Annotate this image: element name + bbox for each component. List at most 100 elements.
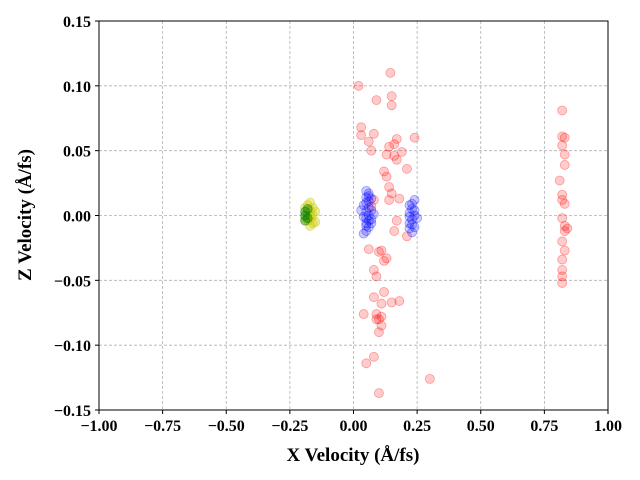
- data-point: [358, 228, 369, 239]
- data-point: [404, 208, 415, 218]
- data-point: [412, 213, 423, 223]
- data-point: [386, 91, 397, 102]
- data-point: [371, 309, 382, 319]
- data-point: [389, 150, 400, 161]
- x-tick-label: 0.75: [530, 418, 558, 435]
- data-point: [363, 136, 374, 147]
- y-tick-label: 0.10: [63, 79, 91, 96]
- series-3: [300, 204, 313, 226]
- data-point: [358, 309, 369, 319]
- data-point: [407, 214, 417, 225]
- x-tick-label: 0.25: [403, 418, 431, 435]
- data-point: [376, 320, 387, 331]
- x-tick-label: 0.00: [340, 418, 368, 435]
- data-point: [358, 211, 369, 222]
- x-axis-label: X Velocity (Å/fs): [287, 445, 420, 466]
- data-point: [310, 206, 321, 217]
- data-point: [363, 222, 374, 233]
- data-point: [356, 122, 367, 133]
- series-1: [356, 185, 423, 239]
- data-point: [409, 210, 420, 221]
- data-point: [381, 149, 392, 160]
- data-point: [404, 218, 415, 229]
- data-point: [557, 254, 568, 265]
- data-point: [562, 223, 573, 234]
- data-point: [379, 166, 389, 177]
- data-point: [407, 204, 417, 214]
- data-point: [409, 222, 420, 233]
- data-point: [407, 198, 417, 209]
- data-point: [366, 205, 377, 216]
- data-point: [391, 215, 402, 226]
- data-point: [368, 195, 379, 205]
- data-point: [396, 147, 407, 157]
- data-point: [361, 206, 372, 217]
- data-point: [361, 218, 372, 229]
- data-point: [302, 204, 313, 214]
- data-point: [374, 314, 384, 325]
- data-point: [305, 220, 316, 231]
- data-point: [409, 195, 420, 205]
- y-tick-label: 0.15: [63, 14, 91, 31]
- data-point: [424, 373, 435, 384]
- data-point: [371, 95, 382, 105]
- data-point: [356, 205, 367, 216]
- data-point: [557, 189, 568, 200]
- data-point: [557, 265, 568, 275]
- data-point: [384, 141, 395, 152]
- data-point: [557, 195, 568, 205]
- data-point: [379, 255, 389, 266]
- data-point: [559, 198, 570, 209]
- data-point: [374, 388, 384, 399]
- data-point: [389, 226, 400, 236]
- data-point: [376, 245, 387, 256]
- data-point: [363, 188, 374, 199]
- data-point: [376, 311, 387, 322]
- x-tick-label: −0.50: [208, 418, 245, 435]
- axis-ticks: −1.00 −0.75 −0.50 −0.25 0.00 0.25 0.50 0.75 1.00…: [54, 14, 622, 435]
- data-point: [374, 327, 384, 338]
- data-point: [559, 245, 570, 256]
- data-point: [366, 218, 377, 229]
- x-tick-label: −1.00: [80, 418, 117, 435]
- data-point: [404, 211, 415, 222]
- data-point: [394, 296, 405, 306]
- data-point: [368, 292, 379, 303]
- x-tick-label: 0.50: [467, 418, 495, 435]
- data-point: [384, 182, 395, 192]
- data-point: [391, 154, 402, 165]
- series-0: [353, 67, 573, 399]
- data-point: [402, 163, 412, 174]
- data-point: [404, 223, 415, 234]
- data-point: [361, 220, 372, 231]
- x-tick-label: −0.75: [144, 418, 181, 435]
- data-point: [557, 140, 568, 151]
- data-point: [557, 131, 568, 142]
- data-point: [557, 236, 568, 247]
- data-point: [361, 213, 372, 223]
- data-point: [384, 195, 395, 205]
- data-point: [386, 188, 397, 199]
- data-point: [371, 271, 382, 282]
- data-point: [554, 175, 565, 186]
- data-point: [361, 192, 372, 203]
- data-point: [361, 358, 372, 369]
- data-point: [381, 171, 392, 182]
- data-point: [559, 149, 570, 160]
- data-point: [366, 193, 377, 204]
- data-point: [363, 244, 374, 255]
- data-point: [366, 214, 377, 225]
- data-point: [386, 100, 397, 111]
- data-point: [310, 217, 321, 227]
- data-point: [300, 215, 311, 226]
- data-point: [381, 253, 392, 264]
- data-point: [557, 278, 568, 288]
- data-point: [363, 210, 374, 221]
- data-point: [363, 196, 374, 207]
- data-point: [386, 297, 397, 308]
- data-point: [557, 213, 568, 223]
- data-point: [363, 202, 374, 213]
- data-point: [407, 219, 417, 230]
- data-point: [379, 287, 389, 297]
